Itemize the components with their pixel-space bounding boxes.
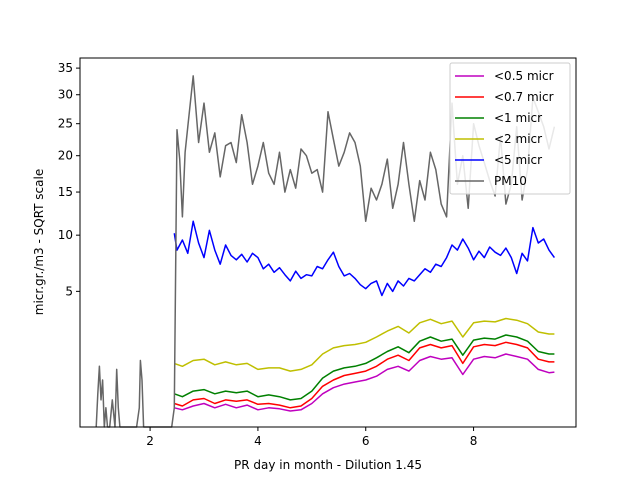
y-tick-label: 15 (58, 185, 73, 199)
series-line-4 (173, 220, 556, 297)
legend: <0.5 micr <0.7 micr <1 micr <2 micr <5 micr P… (449, 62, 571, 195)
legend-label-4: <5 micr (494, 153, 542, 167)
legend-label-2: <1 micr (494, 111, 542, 125)
legend-label-1: <0.7 micr (494, 90, 554, 104)
x-tick-label: 6 (362, 434, 370, 448)
x-tick-label: 8 (470, 434, 478, 448)
y-tick-label: 30 (58, 88, 73, 102)
y-tick-label: 25 (58, 117, 73, 131)
legend-label-3: <2 micr (494, 132, 542, 146)
x-axis-ticks: 2 4 6 8 (146, 427, 477, 448)
legend-box (449, 62, 571, 195)
y-axis-label: micr.gr./m3 - SQRT scale (32, 169, 46, 315)
y-axis-ticks: 5 10 15 20 25 30 35 (58, 61, 80, 298)
series-line-3 (174, 317, 555, 372)
legend-label-5: PM10 (494, 174, 527, 188)
series-line-1 (174, 341, 555, 409)
series-line-2 (174, 334, 555, 401)
series-line-0 (174, 353, 555, 412)
y-tick-label: 35 (58, 61, 73, 75)
plot-frame (79, 57, 577, 428)
x-tick-label: 4 (254, 434, 262, 448)
legend-label-0: <0.5 micr (494, 69, 554, 83)
y-tick-label: 20 (58, 149, 73, 163)
x-tick-label: 2 (146, 434, 154, 448)
y-tick-label: 10 (58, 228, 73, 242)
y-tick-label: 5 (65, 284, 73, 298)
x-axis-label: PR day in month - Dilution 1.45 (234, 458, 422, 472)
